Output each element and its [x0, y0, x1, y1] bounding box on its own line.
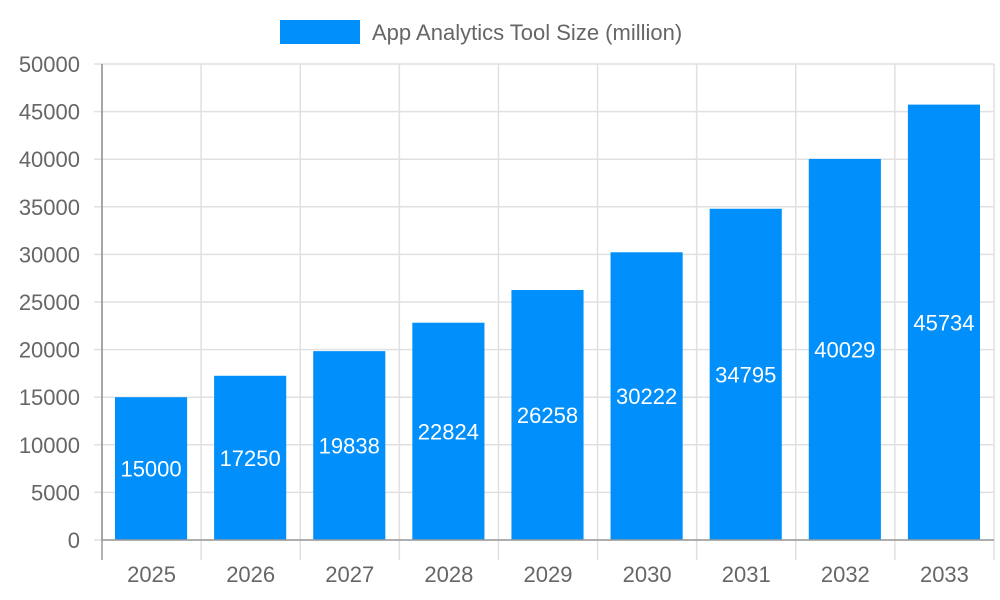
x-tick-label: 2028 — [424, 562, 473, 587]
data-label: 15000 — [120, 457, 181, 482]
bar — [115, 397, 188, 540]
bar — [907, 104, 980, 541]
y-tick-label: 30000 — [19, 242, 80, 267]
data-label: 19838 — [319, 434, 380, 459]
data-label: 22824 — [418, 419, 479, 444]
data-label: 40029 — [814, 337, 875, 362]
data-label: 26258 — [517, 403, 578, 428]
x-tick-label: 2033 — [920, 562, 969, 587]
y-tick-label: 50000 — [19, 52, 80, 77]
y-tick-label: 15000 — [19, 385, 80, 410]
axes: 0 5000 10000 15000 20000 25000 30000 35000 40000… — [19, 52, 994, 587]
y-tick-label: 10000 — [19, 433, 80, 458]
x-tick-label: 2029 — [524, 562, 573, 587]
y-tick-label: 40000 — [19, 147, 80, 172]
bar — [313, 351, 386, 540]
legend-swatch — [280, 20, 360, 44]
x-tick-label: 2026 — [226, 562, 275, 587]
data-label: 30222 — [616, 384, 677, 409]
y-tick-label: 45000 — [19, 100, 80, 125]
bar — [709, 208, 782, 541]
data-label: 45734 — [913, 310, 974, 335]
legend: App Analytics Tool Size (million) — [280, 20, 682, 45]
bar — [610, 252, 683, 540]
x-tick-label: 2032 — [821, 562, 870, 587]
bar — [214, 375, 287, 540]
x-tick-label: 2031 — [722, 562, 771, 587]
bar — [808, 158, 881, 540]
data-label: 17250 — [220, 446, 281, 471]
y-tick-label: 5000 — [31, 480, 80, 505]
data-label: 34795 — [715, 362, 776, 387]
x-tick-label: 2027 — [325, 562, 374, 587]
bar — [412, 322, 485, 540]
y-tick-label: 35000 — [19, 195, 80, 220]
y-tick-label: 20000 — [19, 338, 80, 363]
x-tick-label: 2025 — [127, 562, 176, 587]
y-tick-label: 25000 — [19, 290, 80, 315]
bars: 15000 17250 19838 22824 26258 30222 34795 40029… — [115, 104, 980, 541]
legend-label: App Analytics Tool Size (million) — [372, 20, 682, 45]
bar — [511, 290, 584, 540]
y-tick-label: 0 — [68, 528, 80, 553]
x-tick-label: 2030 — [623, 562, 672, 587]
